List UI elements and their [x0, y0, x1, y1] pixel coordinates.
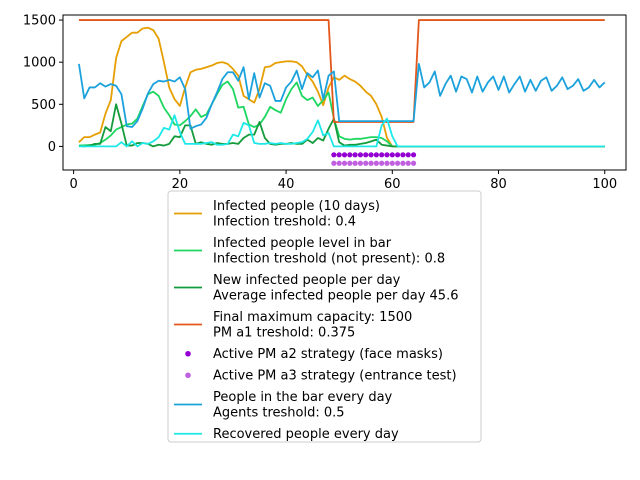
series-point-active-pm-a2-strategy-face-masks	[400, 152, 406, 158]
x-tick-label: 0	[69, 177, 77, 192]
series-point-active-pm-a3-strategy-entrance-test	[400, 160, 406, 166]
legend-label: Agents treshold: 0.5	[213, 406, 345, 421]
y-tick-label: 500	[31, 98, 56, 113]
series-point-active-pm-a3-strategy-entrance-test	[336, 160, 342, 166]
series-point-active-pm-a3-strategy-entrance-test	[379, 160, 385, 166]
legend-label: Active PM a2 strategy (face masks)	[213, 347, 443, 362]
y-tick-label: 0	[48, 140, 56, 155]
plot-area	[78, 19, 606, 166]
series-point-active-pm-a2-strategy-face-masks	[395, 152, 401, 158]
series-point-active-pm-a2-strategy-face-masks	[357, 152, 364, 158]
legend-item-active-pm-a2-strategy-face-masks: Active PM a2 strategy (face masks)	[185, 347, 443, 362]
series-point-active-pm-a2-strategy-face-masks	[347, 152, 353, 158]
legend: Infected people (10 days)Infection tresh…	[167, 190, 482, 443]
series-point-active-pm-a3-strategy-entrance-test	[368, 160, 374, 166]
legend-label: Infected people (10 days)	[213, 199, 380, 214]
series-point-active-pm-a3-strategy-entrance-test	[352, 160, 358, 166]
series-line-new-infected-people-per-day	[78, 103, 605, 148]
x-tick-label: 20	[172, 177, 189, 192]
series-point-active-pm-a2-strategy-face-masks	[336, 152, 342, 158]
series-point-active-pm-a3-strategy-entrance-test	[384, 160, 390, 166]
legend-label: New infected people per day	[213, 273, 401, 288]
series-point-active-pm-a2-strategy-face-masks	[363, 152, 369, 158]
series-point-active-pm-a3-strategy-entrance-test	[363, 160, 369, 166]
series-line-infected-people-level-in-bar	[78, 80, 605, 148]
series-point-active-pm-a2-strategy-face-masks	[341, 152, 348, 158]
x-tick-label: 80	[490, 177, 507, 192]
series-point-active-pm-a2-strategy-face-masks	[384, 152, 390, 158]
series-point-active-pm-a3-strategy-entrance-test	[389, 160, 395, 166]
x-tick-label: 60	[384, 177, 401, 192]
y-tick-label: 1500	[23, 14, 56, 29]
series-point-active-pm-a2-strategy-face-masks	[352, 152, 358, 158]
series-point-active-pm-a3-strategy-entrance-test	[395, 160, 401, 166]
legend-label: Average infected people per day 45.6	[213, 289, 458, 304]
legend-label: Final maximum capacity: 1500	[213, 310, 412, 325]
legend-item-recovered-people-every-day: Recovered people every day	[174, 427, 399, 442]
series-point-active-pm-a2-strategy-face-masks	[379, 152, 385, 158]
series-line-infected-people-10-days	[78, 26, 605, 148]
series-point-active-pm-a2-strategy-face-masks	[410, 152, 417, 158]
legend-label: PM a1 treshold: 0.375	[213, 326, 355, 341]
legend-marker-swatch	[185, 350, 191, 357]
series-point-active-pm-a3-strategy-entrance-test	[405, 160, 411, 166]
series-point-active-pm-a2-strategy-face-masks	[331, 152, 337, 158]
series-point-active-pm-a2-strategy-face-masks	[373, 152, 379, 158]
series-line-final-maximum-capacity-1500	[78, 19, 605, 123]
series-point-active-pm-a3-strategy-entrance-test	[357, 160, 364, 166]
x-tick-label: 40	[278, 177, 295, 192]
series-point-active-pm-a2-strategy-face-masks	[405, 152, 411, 158]
series-line-recovered-people-every-day	[78, 114, 605, 148]
series-point-active-pm-a3-strategy-entrance-test	[347, 160, 353, 166]
legend-marker-swatch	[185, 372, 191, 379]
legend-label: Active PM a3 strategy (entrance test)	[213, 369, 457, 384]
series-point-active-pm-a3-strategy-entrance-test	[410, 160, 417, 166]
legend-label: People in the bar every day	[213, 390, 393, 405]
legend-item-infected-people-10-days: Infected people (10 days)Infection tresh…	[174, 199, 380, 230]
y-tick-label: 1000	[23, 56, 56, 71]
series-point-active-pm-a3-strategy-entrance-test	[373, 160, 379, 166]
series-point-active-pm-a3-strategy-entrance-test	[331, 160, 337, 166]
legend-label: Infection treshold: 0.4	[213, 215, 356, 230]
axes-frame	[62, 14, 627, 171]
legend-label: Recovered people every day	[213, 427, 399, 442]
series-point-active-pm-a2-strategy-face-masks	[389, 152, 395, 158]
legend-label: Infected people level in bar	[213, 236, 392, 251]
legend-box	[167, 190, 482, 443]
legend-item-active-pm-a3-strategy-entrance-test: Active PM a3 strategy (entrance test)	[185, 369, 457, 384]
series-point-active-pm-a2-strategy-face-masks	[368, 152, 374, 158]
series-point-active-pm-a3-strategy-entrance-test	[341, 160, 348, 166]
x-tick-label: 100	[592, 177, 617, 192]
legend-label: Infection treshold (not present): 0.8	[213, 252, 445, 267]
series-line-people-in-the-bar-every-day	[78, 62, 606, 130]
